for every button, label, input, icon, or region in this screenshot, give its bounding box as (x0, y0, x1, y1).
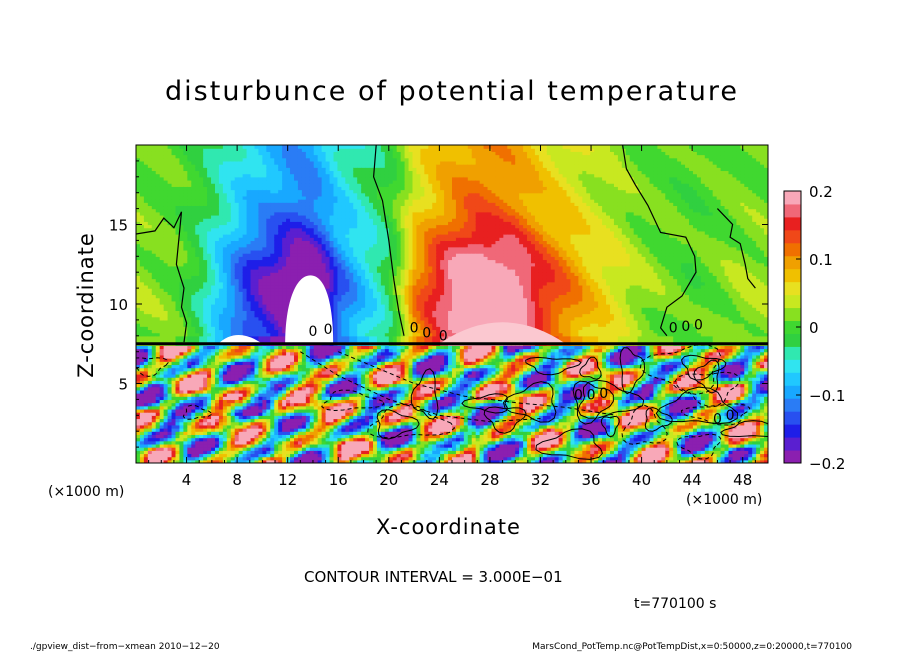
x-tick-label: 24 (430, 471, 449, 489)
y-axis: 5 10 15 (109, 160, 768, 448)
y-tick-label: 5 (118, 376, 128, 394)
contour-label: 0 (410, 321, 419, 337)
contour-label: 0 (574, 387, 583, 403)
contour-label: 0 (681, 319, 690, 335)
contour-labels: 0 0 0 0 0 00 0 00 00 0 (308, 317, 734, 427)
colorbar-swatch (784, 437, 801, 451)
colorbar-tick-label: 0.2 (809, 183, 833, 201)
x-tick-label: 28 (480, 471, 499, 489)
contour-label: 0 (439, 329, 448, 345)
colorbar-swatch (784, 216, 801, 231)
x-tick-label: 48 (733, 471, 752, 489)
x-axis-label: X-coordinate (376, 515, 521, 539)
contour-label: 0 (587, 387, 596, 403)
colorbar-swatch (784, 333, 801, 347)
contour-label: 0 (669, 321, 678, 337)
contour-label: 0 (599, 386, 608, 402)
x-tick-label: 4 (182, 471, 192, 489)
time-label: t=770100 s (634, 596, 717, 612)
colorbar-swatch (784, 229, 801, 244)
contour-label: 0 (726, 408, 735, 424)
colorbar-swatch (784, 191, 801, 205)
colorbar-tick-label: 0 (809, 319, 819, 337)
x-tick-label: 16 (329, 471, 348, 489)
colorbar-swatch (784, 307, 801, 322)
x-tick-label: 44 (683, 471, 702, 489)
colorbar-swatch (784, 268, 801, 283)
colorbar-swatch (784, 242, 801, 257)
y-tick-label: 15 (109, 217, 128, 235)
colorbar-swatch (784, 450, 801, 464)
colorbar-swatch (784, 255, 801, 270)
x-tick-label: 12 (278, 471, 297, 489)
colorbar-swatch (784, 372, 801, 386)
colorbar-swatch (784, 398, 801, 412)
colorbar-swatch (784, 320, 801, 334)
x-tick-label: 8 (232, 471, 242, 489)
colorbar-tick-label: 0.1 (809, 251, 833, 269)
colorbar-tick-label: −0.2 (809, 455, 845, 473)
contour-label: 0 (422, 325, 431, 341)
colorbar-swatch (784, 203, 801, 218)
y-unit-label: (×1000 m) (48, 484, 125, 500)
contour-label: 0 (694, 317, 703, 333)
colorbar-swatch (784, 424, 801, 438)
footer-left: ./gpview_dist−from−xmean 2010−12−20 (30, 642, 220, 652)
y-axis-label: Z-coordinate (74, 232, 98, 378)
colorbar-swatch (784, 411, 801, 425)
colorbar-tick-label: −0.1 (809, 387, 845, 405)
contour-lines (136, 145, 768, 460)
contour-label: 0 (308, 324, 317, 340)
chart-title: disturbunce of potential temperature (165, 76, 739, 107)
x-tick-label: 36 (581, 471, 600, 489)
color-field (136, 145, 768, 463)
y-tick-label: 10 (109, 296, 128, 314)
x-tick-label: 20 (379, 471, 398, 489)
contour-interval: CONTOUR INTERVAL = 3.000E−01 (304, 568, 563, 586)
x-axis: 4 8 12 16 20 24 28 32 36 40 44 48 (148, 145, 756, 489)
colorbar-swatch (784, 294, 801, 309)
contour-label: 0 (324, 322, 333, 338)
footer-right: MarsCond_PotTemp.nc@PotTempDist,x=0:5000… (532, 642, 852, 652)
x-unit-label: (×1000 m) (686, 492, 763, 508)
colorbar-swatch (784, 346, 801, 360)
x-tick-label: 32 (531, 471, 550, 489)
colorbar-swatch (784, 281, 801, 296)
colorbar-swatch (784, 359, 801, 373)
x-tick-label: 40 (632, 471, 651, 489)
colorbar: 0.2 0.1 0 −0.1 −0.2 (783, 183, 845, 473)
contour-label: 0 (713, 411, 722, 427)
colorbar-swatch (784, 385, 801, 399)
